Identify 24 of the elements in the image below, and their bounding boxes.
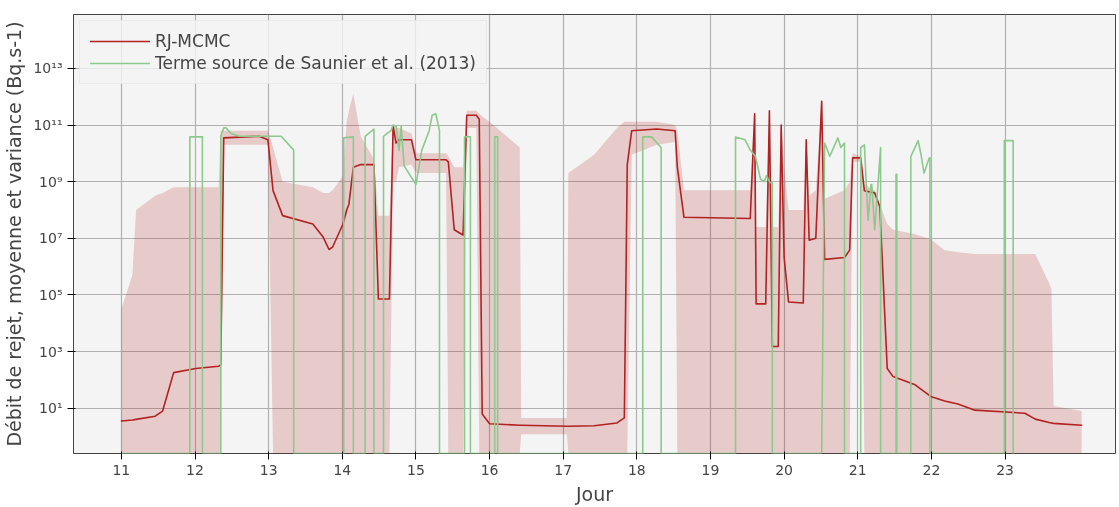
x-tick-label: 15 bbox=[407, 461, 425, 478]
y-tick-label: 10³ bbox=[39, 343, 63, 360]
y-tick-label: 10¹¹ bbox=[33, 117, 63, 134]
x-tick-label: 19 bbox=[701, 461, 720, 478]
x-tick-label: 21 bbox=[848, 461, 867, 478]
x-tick-label: 22 bbox=[922, 461, 941, 478]
x-tick-label: 11 bbox=[112, 461, 131, 478]
y-tick-label: 10⁷ bbox=[39, 230, 63, 247]
x-tick-label: 23 bbox=[996, 461, 1014, 478]
x-tick-label: 17 bbox=[554, 461, 573, 478]
y-tick-label: 10¹³ bbox=[33, 60, 63, 77]
y-tick-label: 10⁹ bbox=[39, 173, 63, 190]
x-tick-label: 18 bbox=[627, 461, 646, 478]
x-axis-title: Jour bbox=[574, 482, 614, 505]
x-tick-label: 12 bbox=[186, 461, 204, 478]
legend-label: RJ-MCMC bbox=[155, 31, 231, 51]
y-tick-label: 10¹ bbox=[39, 400, 63, 417]
y-tick-label: 10⁵ bbox=[39, 286, 63, 303]
x-tick-label: 13 bbox=[259, 461, 278, 478]
y-axis-title: Débit de rejet, moyenne et variance (Bq.s-1) bbox=[3, 21, 26, 447]
x-tick-label: 16 bbox=[480, 461, 499, 478]
x-tick-label: 14 bbox=[333, 461, 352, 478]
legend-label: Terme source de Saunier et al. (2013) bbox=[155, 53, 476, 73]
x-tick-label: 20 bbox=[775, 461, 794, 478]
